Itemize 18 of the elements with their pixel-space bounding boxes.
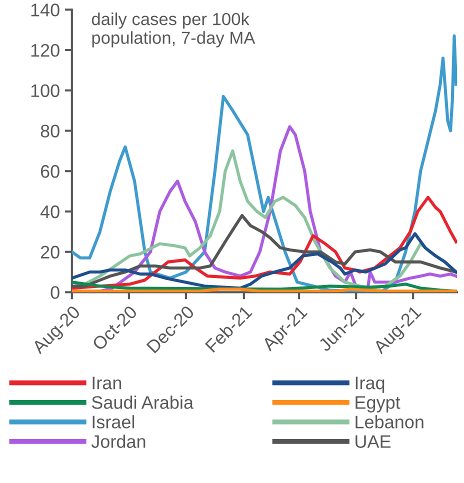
legend-label: Jordan [91, 434, 146, 448]
y-tick-label: 120 [31, 44, 60, 57]
legend-label: Iraq [356, 376, 384, 393]
y-tick-label: 80 [40, 124, 60, 138]
y-tick-label: 60 [40, 165, 60, 178]
annotation: daily cases per 100k population, 7-day MA [92, 12, 256, 48]
y-tick-label: 100 [31, 84, 60, 98]
legend-label: Egypt [356, 396, 400, 412]
legend-label: Iran [92, 376, 122, 390]
legend-label: UAE [356, 435, 391, 448]
y-tick-label: 140 [31, 4, 60, 16]
y-tick-label: 20 [40, 246, 60, 259]
line-series [72, 232, 458, 290]
legend-label: Lebanon [356, 415, 424, 428]
y-tick-label: 40 [40, 205, 60, 218]
legend-label: Saudi Arabia [92, 396, 194, 409]
legend-label: Israel [92, 415, 134, 428]
y-tick-label: 0 [50, 286, 60, 299]
